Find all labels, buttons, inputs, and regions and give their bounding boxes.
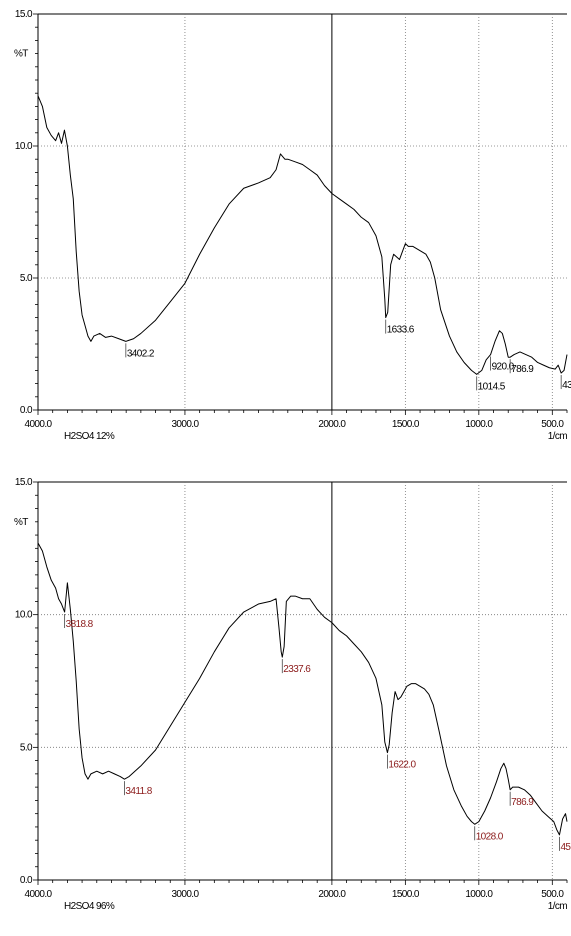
peak-label: 3411.8 (125, 786, 152, 797)
x-tick-label: 2000.0 (318, 419, 346, 430)
y-tick-label: 0.0 (20, 875, 33, 886)
peak-label: 439.7 (562, 380, 571, 391)
x-tick-label: 2000.0 (318, 889, 346, 900)
y-tick-label: 10.0 (15, 610, 33, 621)
peak-label: 3818.8 (66, 619, 94, 630)
spectrum-panel-2: 0.0 5.0 10.0 15.0 4000.0 3000.0 2000.0 1500.0 10… (14, 477, 571, 912)
peak-label: 3402.2 (127, 348, 155, 359)
x-tick-label: 4000.0 (25, 889, 53, 900)
x-unit-label: 1/cm (548, 901, 568, 912)
sample-label: H2SO4 96% (64, 901, 115, 912)
y-tick-label: 10.0 (15, 141, 33, 152)
y-unit-label: %T (14, 517, 28, 528)
y-tick-label: 5.0 (20, 742, 33, 753)
x-tick-label: 4000.0 (25, 419, 53, 430)
spectrum-panel-1: 0.0 5.0 10.0 15.0 4000.0 3000.0 2000.0 1500.0 10… (14, 9, 571, 442)
peak-label: 1622.0 (388, 760, 416, 771)
x-tick-label: 3000.0 (171, 419, 199, 430)
peak-label: 786.9 (511, 797, 534, 808)
peak-label: 786.9 (511, 364, 534, 375)
x-tick-label: 500.0 (541, 419, 564, 430)
peak-label: 2337.6 (283, 664, 311, 675)
sample-label: H2SO4 12% (64, 431, 115, 442)
x-tick-label: 1500.0 (392, 889, 420, 900)
peak-label: 451.3 (560, 842, 571, 853)
y-tick-label: 15.0 (15, 9, 33, 20)
peak-label: 1028.0 (476, 831, 504, 842)
x-tick-label: 500.0 (541, 889, 564, 900)
y-unit-label: %T (14, 49, 28, 60)
y-tick-label: 0.0 (20, 405, 33, 416)
x-unit-label: 1/cm (548, 431, 568, 442)
y-tick-label: 5.0 (20, 273, 33, 284)
peak-label: 920.0 (492, 362, 515, 373)
x-tick-label: 1000.0 (465, 419, 493, 430)
spectrum-line (37, 542, 568, 836)
x-tick-label: 1500.0 (392, 419, 420, 430)
x-tick-label: 1000.0 (465, 889, 493, 900)
peak-label: 1633.6 (387, 325, 415, 336)
spectrum-line (37, 95, 568, 375)
peak-label: 1014.5 (478, 381, 506, 392)
y-tick-label: 15.0 (15, 477, 33, 488)
x-tick-label: 3000.0 (171, 889, 199, 900)
